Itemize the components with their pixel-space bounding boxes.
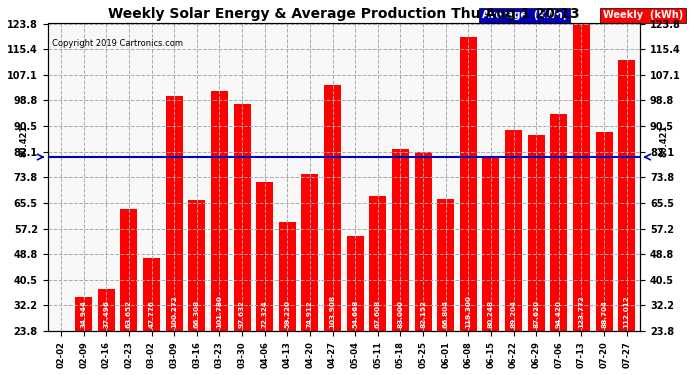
Bar <box>369 196 386 332</box>
Text: 34.944: 34.944 <box>81 300 87 328</box>
Text: 74.912: 74.912 <box>307 300 313 328</box>
Bar <box>211 91 228 332</box>
Bar <box>618 60 635 332</box>
Text: 97.632: 97.632 <box>239 300 245 328</box>
Bar <box>121 209 137 332</box>
Title: Weekly Solar Energy & Average Production Thu Aug 1 20:13: Weekly Solar Energy & Average Production… <box>108 7 580 21</box>
Bar <box>460 38 477 332</box>
Text: 103.908: 103.908 <box>330 295 335 328</box>
Bar <box>52 332 70 375</box>
Text: Weekly  (kWh): Weekly (kWh) <box>603 10 683 20</box>
Text: 101.780: 101.780 <box>217 296 222 328</box>
Bar <box>528 135 544 332</box>
Bar <box>302 174 319 332</box>
Bar <box>505 130 522 332</box>
Text: 67.608: 67.608 <box>375 300 381 328</box>
Text: 83.000: 83.000 <box>397 300 404 328</box>
Bar <box>279 222 296 332</box>
Text: 66.308: 66.308 <box>194 300 200 328</box>
Text: Average  (kWh): Average (kWh) <box>482 10 567 20</box>
Text: 54.668: 54.668 <box>352 300 358 328</box>
Text: 82.152: 82.152 <box>420 300 426 328</box>
Text: 63.652: 63.652 <box>126 300 132 328</box>
Text: 119.300: 119.300 <box>465 296 471 328</box>
Text: 88.704: 88.704 <box>601 300 607 328</box>
Bar <box>392 149 409 332</box>
Text: 37.496: 37.496 <box>104 300 109 328</box>
Bar <box>98 289 115 332</box>
Text: 123.772: 123.772 <box>578 296 584 328</box>
Text: 80.248: 80.248 <box>488 300 494 328</box>
Bar <box>595 132 613 332</box>
Bar <box>482 158 500 332</box>
Text: 112.012: 112.012 <box>624 296 630 328</box>
Text: 72.324: 72.324 <box>262 300 268 328</box>
Bar <box>324 85 341 332</box>
Bar <box>415 152 431 332</box>
Text: Copyright 2019 Cartronics.com: Copyright 2019 Cartronics.com <box>52 39 183 48</box>
Bar <box>234 104 250 332</box>
Bar <box>551 114 567 332</box>
Text: 47.776: 47.776 <box>148 300 155 328</box>
Bar <box>573 24 590 332</box>
Bar <box>437 199 454 332</box>
Text: 89.204: 89.204 <box>511 300 517 328</box>
Text: 66.804: 66.804 <box>443 300 448 328</box>
Bar <box>347 236 364 332</box>
Text: 80.421: 80.421 <box>660 124 669 157</box>
Bar <box>256 182 273 332</box>
Bar <box>188 201 206 332</box>
Bar <box>166 96 183 332</box>
Text: 80.421: 80.421 <box>19 124 28 157</box>
Bar <box>143 258 160 332</box>
Text: 94.420: 94.420 <box>556 300 562 328</box>
Text: 87.620: 87.620 <box>533 300 539 328</box>
Text: 100.272: 100.272 <box>171 296 177 328</box>
Text: 59.220: 59.220 <box>284 300 290 328</box>
Bar <box>75 297 92 332</box>
